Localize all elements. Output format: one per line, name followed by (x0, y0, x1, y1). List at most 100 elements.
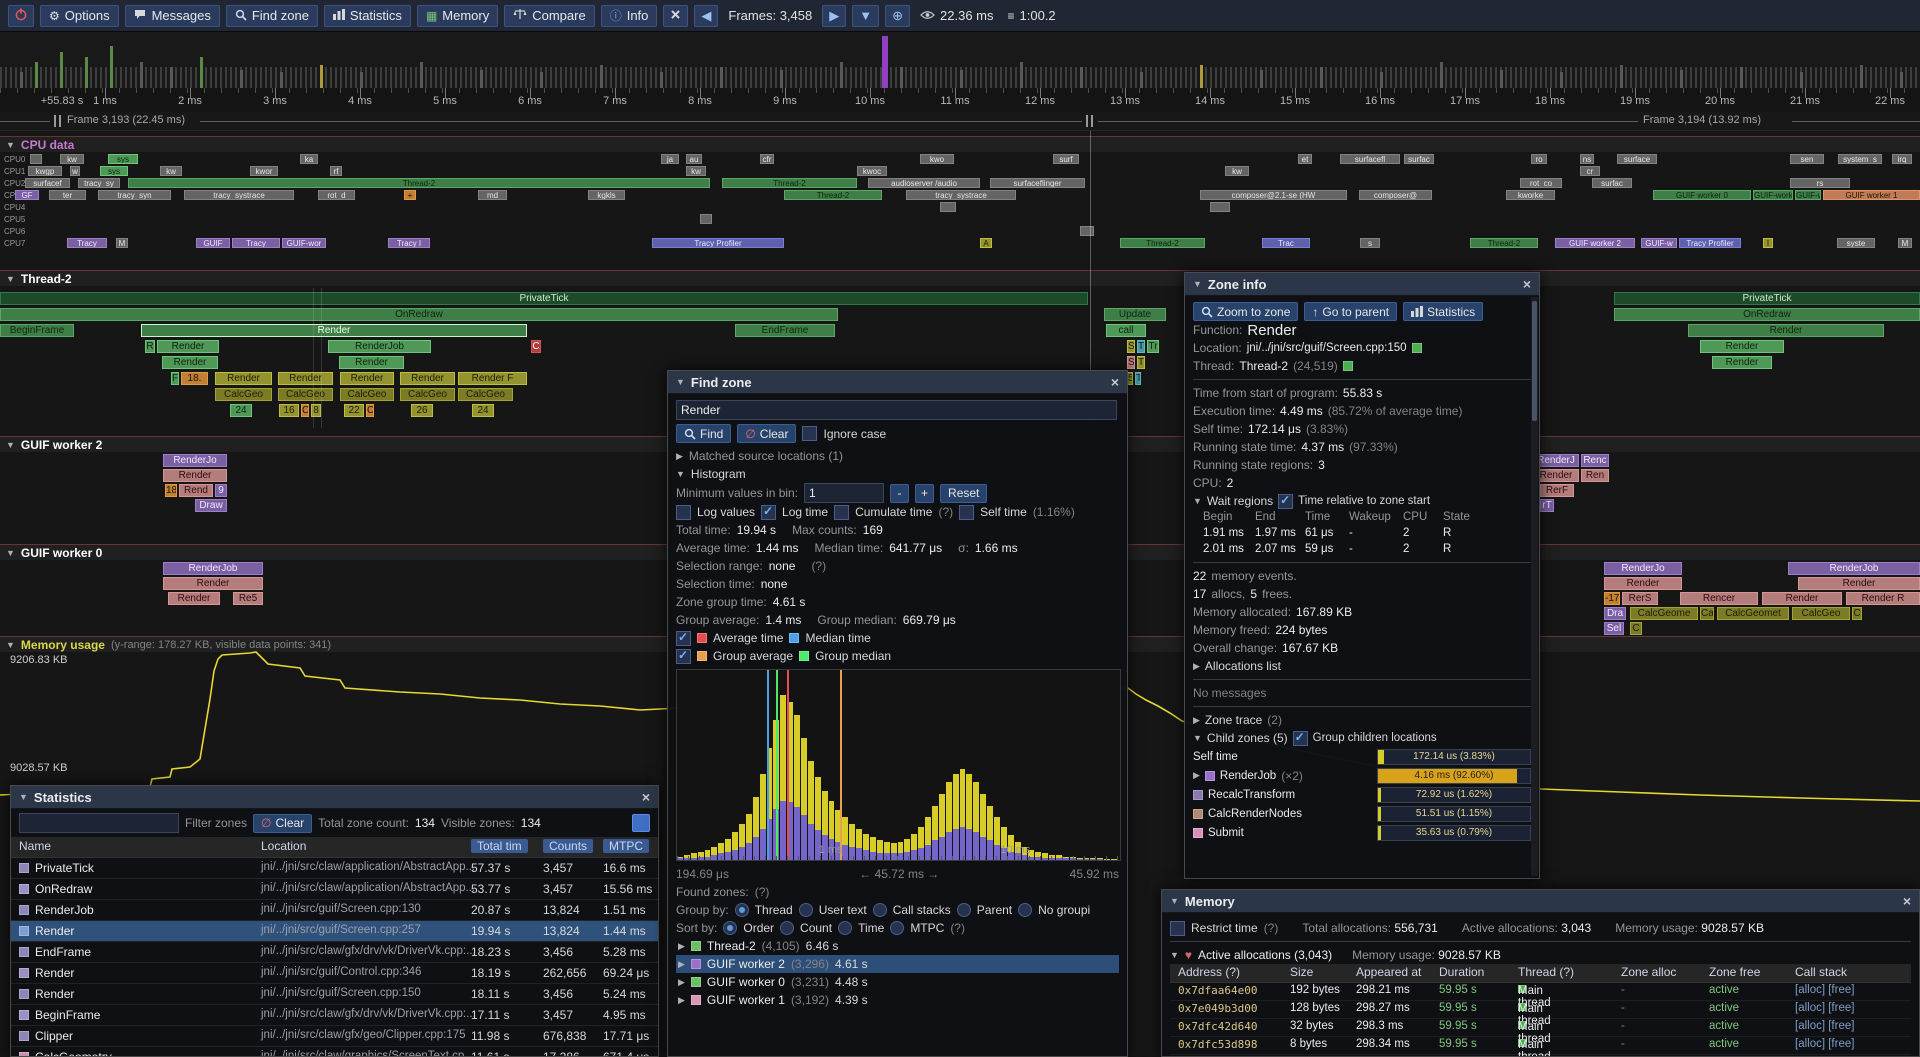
timeline-zone[interactable] (30, 154, 42, 164)
timeline-zone[interactable]: RenderJ (1533, 454, 1579, 467)
allocations-list-header[interactable]: ▶ Allocations list (1193, 659, 1281, 673)
frame-bar[interactable] (1680, 70, 1683, 88)
timeline-zone[interactable]: Update (1104, 308, 1166, 321)
frame-bar[interactable] (540, 72, 543, 88)
timeline-zone[interactable]: GUIF (196, 238, 230, 248)
close-icon[interactable]: × (1110, 374, 1119, 390)
collapse-icon[interactable]: ▼ (6, 439, 15, 450)
frame-bar[interactable] (280, 72, 283, 88)
timeline-zone[interactable]: Thread-2 (722, 178, 857, 188)
timeline-zone[interactable]: C (1630, 622, 1642, 635)
timeline-zone[interactable]: Tracy Profiler (1679, 238, 1741, 248)
timeline-zone[interactable]: sys (100, 166, 128, 176)
timeline-zone[interactable]: kwgp (28, 166, 62, 176)
options-button[interactable]: ⚙ Options (40, 4, 119, 27)
timeline-zone[interactable]: kgkls (588, 190, 625, 200)
collapsed-icon[interactable]: ▶ (678, 958, 685, 969)
frame-bar[interactable] (1900, 72, 1903, 88)
timeline-zone[interactable]: au (686, 154, 702, 164)
timeline-zone[interactable]: Render (215, 372, 272, 385)
frame-bar[interactable] (240, 70, 243, 88)
active-allocations-header[interactable]: ▼ ♥ Active allocations (3,043) Memory usage… (1170, 948, 1501, 962)
prev-frame-button[interactable]: ◀ (694, 4, 719, 27)
allocation-row[interactable]: 0x7e049b3d00 128 bytes 298.27 ms 59.95 s Mai… (1170, 1001, 1911, 1027)
collapsed-icon[interactable]: ▶ (678, 976, 685, 987)
timeline-zone[interactable]: ro (1531, 154, 1547, 164)
child-zone-row[interactable]: ▶ RenderJob (×2) 4.16 ms (92.60%) (1193, 766, 1531, 785)
frame-overview-strip[interactable] (0, 32, 1920, 89)
frame-bar[interactable] (140, 62, 143, 88)
timeline-zone[interactable]: OnRedraw (0, 308, 838, 321)
timeline-zone[interactable]: 8 (311, 404, 321, 417)
timeline-zone[interactable]: CalcGeo (340, 388, 394, 401)
timeline-zone[interactable]: CalcGeo (278, 388, 333, 401)
timeline-zone[interactable]: Render (340, 372, 394, 385)
timeline-zone[interactable]: RenderJo (163, 454, 227, 467)
frame-bar[interactable] (480, 70, 483, 88)
limit-range-icon[interactable] (632, 814, 650, 832)
timeline-zone[interactable]: OnRedraw (1614, 308, 1920, 321)
option-checkbox-2[interactable] (834, 504, 850, 520)
frame-bar[interactable] (1620, 65, 1623, 88)
timeline-zone[interactable]: C (531, 340, 541, 353)
collapse-icon[interactable]: ▼ (6, 139, 15, 150)
timeline-zone[interactable]: cr (1580, 166, 1600, 176)
call-stack-cell[interactable]: [alloc] [free] (1795, 1002, 1855, 1014)
section-header-cpu-data[interactable]: ▼ CPU data (0, 136, 1920, 152)
child-zone-row[interactable]: RecalcTransform 72.92 us (1.62%) (1193, 785, 1531, 804)
timeline-zone[interactable]: surfacef (25, 178, 70, 188)
timeline-zone[interactable]: surfac (1592, 178, 1632, 188)
timeline-zone[interactable]: RenderJo (1604, 562, 1682, 575)
timeline-zone[interactable]: kw (686, 166, 706, 176)
timeline-zone[interactable]: + (404, 190, 416, 200)
timeline-zone[interactable]: kwo (920, 154, 954, 164)
timeline-zone[interactable]: CalcGeomet (1717, 607, 1789, 620)
frame-bar[interactable] (35, 62, 38, 88)
find-button[interactable]: Find (676, 424, 732, 443)
collapse-icon[interactable]: ▼ (1193, 279, 1202, 289)
frames-row[interactable]: Frame 3,193 (22.45 ms) Frame 3,194 (13.92… (0, 112, 1920, 131)
timeline-zone[interactable]: sys (108, 154, 138, 164)
timeline-zone[interactable]: rot_d (318, 190, 355, 200)
frame-bar[interactable] (1380, 72, 1383, 88)
zone-group-row[interactable]: ▶ GUIF worker 2 (3,296) 4.61 s (676, 955, 1119, 973)
timeline-zone[interactable]: Render (278, 372, 333, 385)
option-checkbox-1[interactable] (761, 504, 777, 520)
close-icon[interactable]: × (1902, 893, 1911, 909)
group-by-radio-0[interactable] (734, 903, 749, 917)
group-by-radio-4[interactable] (1018, 903, 1033, 917)
table-row[interactable]: EndFrame jni/../jni/src/claw/gfx/drv/vk/D… (11, 942, 658, 963)
timeline-zone[interactable]: -17 (1604, 592, 1620, 605)
restrict-time-checkbox[interactable] (1170, 920, 1185, 936)
call-stack-cell[interactable]: [alloc] [free] (1795, 984, 1855, 996)
timeline-zone[interactable]: Trac (1262, 238, 1310, 248)
frame-bar[interactable] (170, 67, 173, 88)
table-row[interactable]: CalcGeometry jni/../jni/src/claw/graphics… (11, 1047, 658, 1056)
histogram-section[interactable]: ▼ Histogram (676, 465, 1119, 483)
timeline-zone[interactable]: Tracy (232, 238, 280, 248)
table-row[interactable]: Render jni/../jni/src/guif/Screen.cpp:150… (11, 984, 658, 1005)
collapse-icon[interactable]: ▼ (6, 273, 15, 284)
decrement-button[interactable]: - (890, 483, 910, 503)
table-row[interactable]: Clipper jni/../jni/src/claw/gfx/geo/Clipp… (11, 1026, 658, 1047)
column-header-location[interactable]: Location (261, 839, 307, 853)
timeline-zone[interactable]: Render (1712, 356, 1772, 369)
table-row[interactable]: Render jni/../jni/src/guif/Screen.cpp:257… (11, 921, 658, 942)
matched-source-locations[interactable]: ▶ Matched source locations (1) (676, 447, 1119, 465)
timeline-zone[interactable]: kw (60, 154, 84, 164)
statistics-window-titlebar[interactable]: ▼ Statistics × (11, 786, 658, 809)
timeline-zone[interactable]: Re5 (233, 592, 263, 605)
timeline-zone[interactable]: GUIF worker 1 (1823, 190, 1920, 200)
column-header-duration[interactable]: Duration (1439, 965, 1485, 979)
close-icon[interactable]: × (1522, 276, 1531, 292)
min-bin-input[interactable] (804, 483, 885, 503)
timeline-zone[interactable]: A (980, 238, 992, 248)
timeline-zone[interactable]: s (1360, 238, 1380, 248)
go-to-parent-button[interactable]: ↑ Go to parent (1304, 302, 1398, 321)
timeline-zone[interactable]: GUIF-work (1753, 190, 1793, 200)
zoom-to-zone-button[interactable]: Zoom to zone (1193, 302, 1299, 321)
timeline-zone[interactable]: tracy_systrace (906, 190, 1016, 200)
expanded-icon[interactable]: ▼ (1170, 950, 1179, 960)
close-icon[interactable]: × (641, 789, 650, 805)
timeline-zone[interactable]: Render R (1846, 592, 1920, 605)
